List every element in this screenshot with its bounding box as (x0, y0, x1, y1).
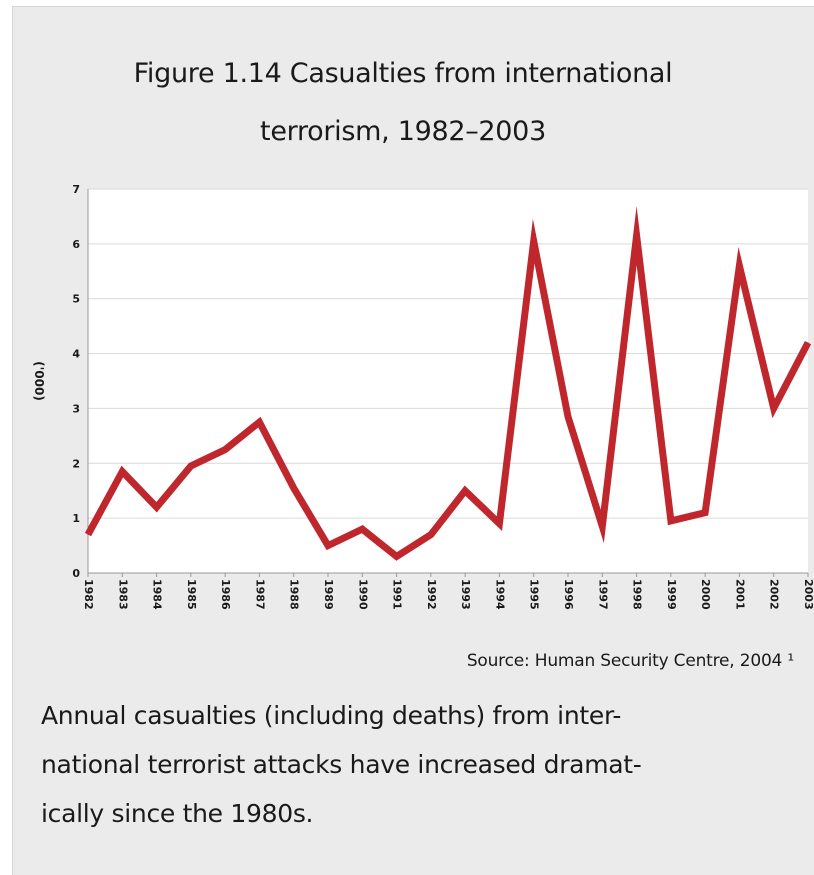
x-tick-label: 1983 (116, 579, 129, 610)
data-point (293, 487, 295, 489)
x-tick-label: 1987 (253, 579, 266, 610)
x-tick-label: 1992 (425, 579, 438, 610)
caption-line-3: ically since the 1980s. (41, 799, 314, 828)
chart-series (84, 206, 812, 561)
data-point (190, 465, 192, 467)
x-tick-label: 1999 (665, 579, 678, 610)
caption-line-2: national terrorist attacks have increase… (41, 750, 642, 779)
y-tick-label: 2 (72, 457, 80, 470)
x-tick-label: 1985 (185, 579, 198, 610)
x-tick-label: 1997 (596, 579, 609, 610)
figure-panel: Figure 1.14 Casualties from internationa… (12, 6, 814, 875)
x-tick-label: 1994 (493, 579, 506, 610)
y-tick-label: 0 (72, 567, 80, 580)
series-line (84, 206, 812, 561)
x-tick-label: 2000 (699, 579, 712, 610)
data-point (121, 471, 123, 473)
data-point (361, 528, 363, 530)
x-tick-label: 1984 (151, 579, 164, 610)
data-point (773, 407, 775, 409)
y-axis-ticks: 0 1 2 3 4 5 6 7 (72, 183, 80, 580)
data-point (156, 506, 158, 508)
data-point (636, 235, 638, 237)
data-point (396, 556, 398, 558)
x-tick-label: 2003 (802, 579, 814, 610)
x-axis-ticks: 1982 1983 1984 1985 1986 1987 1988 1989 1990 1991… (82, 573, 814, 610)
data-point (87, 534, 89, 536)
source-note: Source: Human Security Centre, 2004 ¹ (466, 651, 794, 671)
x-tick-label: 1993 (459, 579, 472, 610)
x-tick-label: 1990 (356, 579, 369, 610)
figure-title-line-1: Figure 1.14 Casualties from internationa… (133, 58, 673, 89)
x-tick-label: 1982 (82, 579, 95, 610)
x-tick-label: 1995 (528, 579, 541, 610)
data-point (327, 545, 329, 547)
data-point (738, 265, 740, 267)
data-point (601, 525, 603, 527)
y-tick-label: 7 (72, 183, 80, 196)
figure-title: Figure 1.14 Casualties from internationa… (13, 45, 793, 161)
x-tick-label: 1986 (219, 579, 232, 610)
x-tick-label: 1988 (288, 579, 301, 610)
data-point (224, 449, 226, 451)
x-tick-label: 1989 (322, 579, 335, 610)
x-tick-label: 1991 (391, 579, 404, 610)
x-tick-label: 1996 (562, 579, 575, 610)
data-point (807, 342, 809, 344)
data-point (567, 416, 569, 418)
y-tick-label: 4 (72, 348, 80, 361)
y-tick-label: 6 (72, 238, 80, 251)
data-point (704, 512, 706, 514)
y-tick-label: 5 (72, 293, 80, 306)
y-tick-label: 3 (72, 402, 80, 415)
x-tick-label: 1998 (631, 579, 644, 610)
data-point (430, 534, 432, 536)
figure-title-line-2: terrorism, 1982–2003 (260, 116, 546, 147)
y-tick-label: 1 (72, 512, 80, 525)
x-tick-label: 2002 (768, 579, 781, 610)
data-point (498, 523, 500, 525)
data-point (670, 520, 672, 522)
data-point (258, 421, 260, 423)
x-tick-label: 2001 (733, 579, 746, 610)
caption-line-1: Annual casualties (including deaths) fro… (41, 701, 622, 730)
data-point (464, 490, 466, 492)
data-point (533, 240, 535, 242)
y-axis-label: ('000) (32, 361, 46, 401)
figure-caption: Annual casualties (including deaths) fro… (41, 691, 741, 838)
